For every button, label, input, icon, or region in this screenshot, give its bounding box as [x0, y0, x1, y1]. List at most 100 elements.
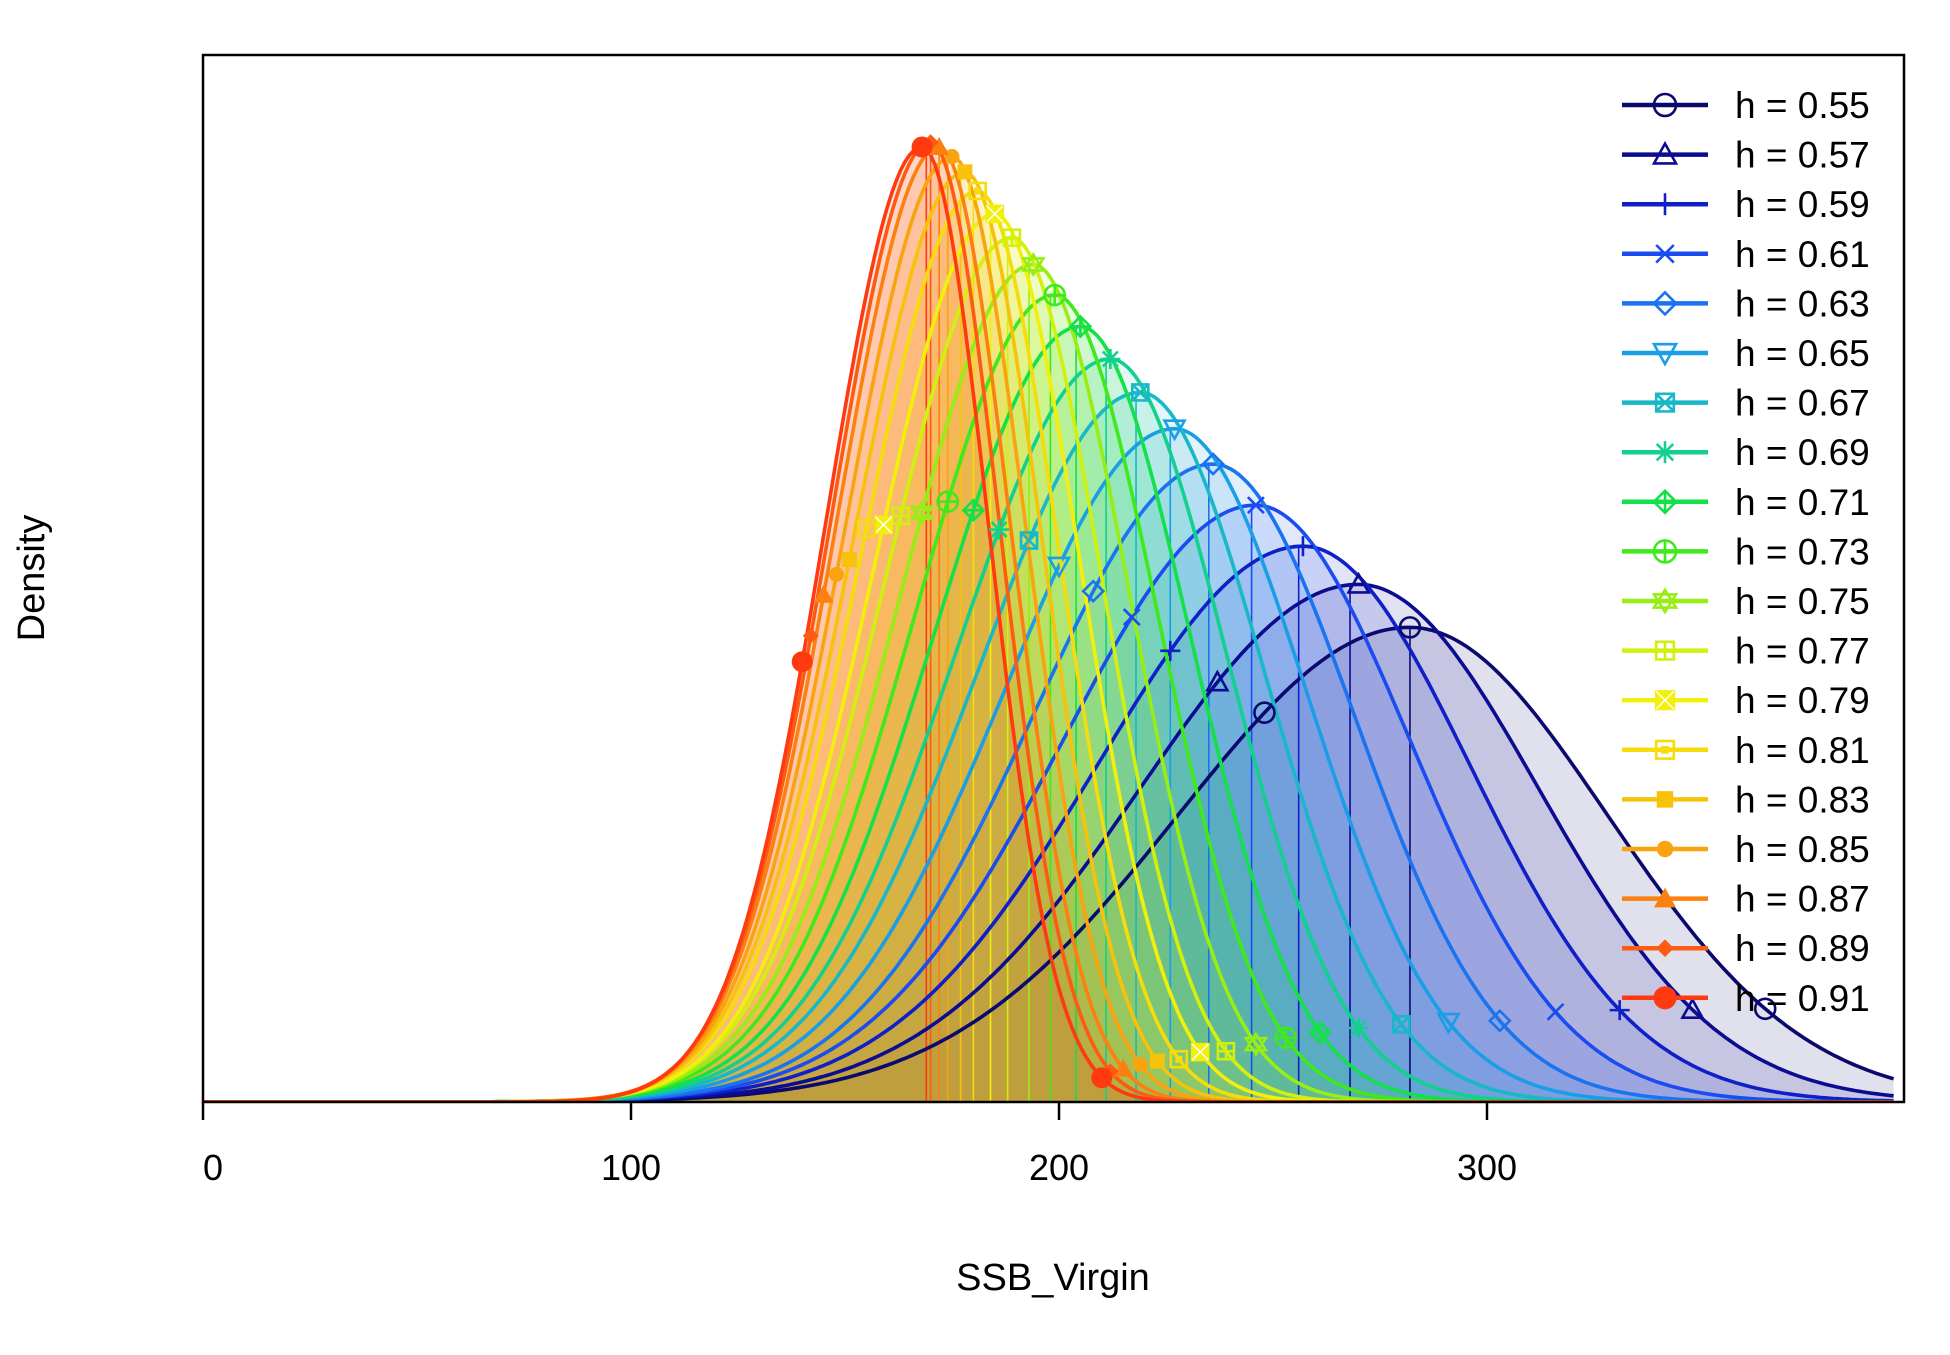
- legend-item-h-0-63: h = 0.63: [1622, 283, 1870, 324]
- legend-label-h-0-89: h = 0.89: [1735, 928, 1870, 969]
- legend-label-h-0-83: h = 0.83: [1735, 779, 1870, 820]
- legend-symbol-h-0-69: [1654, 441, 1676, 464]
- legend-item-h-0-79: h = 0.79: [1622, 680, 1870, 721]
- legend-symbol-h-0-73: [1652, 539, 1678, 564]
- x-axis: 0 100 200 300: [201, 1102, 1517, 1188]
- marker-h-0-69-q-high: [1348, 1018, 1369, 1039]
- marker-h-0-63-q-low: [1081, 579, 1106, 604]
- marker-h-0-89-q-low: [802, 627, 819, 644]
- marker-h-0-91-q-high: [1091, 1067, 1113, 1089]
- fill-h-0-67: [203, 392, 1894, 1102]
- legend-item-h-0-65: h = 0.65: [1622, 333, 1870, 374]
- marker-h-0-69-mode: [1100, 349, 1121, 370]
- legend-label-h-0-85: h = 0.85: [1735, 829, 1870, 870]
- marker-h-0-81-q-low: [857, 519, 876, 539]
- legend-label-h-0-91: h = 0.91: [1735, 978, 1870, 1019]
- legend-label-h-0-73: h = 0.73: [1735, 531, 1870, 572]
- marker-h-0-85-q-low: [828, 566, 844, 582]
- marker-h-0-61-q-low: [1122, 608, 1141, 626]
- fill-h-0-89: [203, 142, 1894, 1102]
- legend-item-h-0-71: h = 0.71: [1622, 482, 1870, 523]
- legend-item-h-0-57: h = 0.57: [1622, 135, 1870, 176]
- marker-h-0-87-q-low: [813, 584, 834, 603]
- legend-symbol-h-0-75: [1651, 587, 1679, 615]
- marker-h-0-67-q-high: [1392, 1015, 1411, 1034]
- marker-h-0-71-q-high: [1308, 1020, 1332, 1045]
- legend-symbol-h-0-77: [1654, 640, 1676, 661]
- marker-h-0-65-mode: [1162, 419, 1187, 442]
- marker-h-0-91-mode: [911, 136, 933, 158]
- legend-symbol-h-0-55: [1652, 92, 1678, 118]
- legend-item-h-0-75: h = 0.75: [1622, 581, 1870, 622]
- legend-item-h-0-59: h = 0.59: [1622, 184, 1870, 225]
- marker-h-0-85-mode: [944, 149, 960, 165]
- marker-h-0-55-q-low: [1253, 701, 1276, 725]
- plot-frame: [201, 53, 1906, 1104]
- curve-h-0-91: [203, 145, 1894, 1102]
- marker-h-0-71-mode: [1068, 314, 1093, 339]
- legend-symbol-h-0-65: [1651, 342, 1679, 367]
- marker-h-0-81-mode: [968, 181, 987, 201]
- marker-h-0-59-mode: [1292, 536, 1313, 557]
- legend-label-h-0-67: h = 0.67: [1735, 383, 1870, 424]
- x-axis-label: SSB_Virgin: [956, 1257, 1150, 1299]
- legend-symbol-h-0-71: [1652, 488, 1678, 515]
- marker-h-0-57-mode: [1346, 571, 1371, 594]
- legend-item-h-0-69: h = 0.69: [1622, 432, 1870, 473]
- legend-label-h-0-59: h = 0.59: [1735, 184, 1870, 225]
- fill-h-0-63: [203, 464, 1894, 1102]
- marker-h-0-73-q-low: [936, 490, 960, 513]
- x-tick-label-300: 300: [1457, 1147, 1517, 1188]
- marker-h-0-87-mode: [929, 137, 950, 155]
- legend-symbol-h-0-85: [1656, 840, 1674, 858]
- marker-h-0-77-mode: [1002, 228, 1022, 248]
- legend-item-h-0-83: h = 0.83: [1622, 779, 1870, 820]
- legend-symbol-h-0-59: [1654, 193, 1676, 216]
- marker-h-0-83-q-low: [841, 552, 857, 568]
- marker-h-0-83-mode: [957, 164, 973, 180]
- marker-h-0-91-q-low: [791, 651, 813, 673]
- legend-symbol-h-0-67: [1654, 392, 1676, 413]
- legend-item-h-0-85: h = 0.85: [1622, 829, 1870, 870]
- marker-h-0-73-mode: [1043, 283, 1067, 307]
- legend-item-h-0-55: h = 0.55: [1622, 85, 1870, 126]
- legend-item-h-0-87: h = 0.87: [1622, 879, 1870, 920]
- legend-item-h-0-91: h = 0.91: [1622, 978, 1870, 1019]
- legend-label-h-0-63: h = 0.63: [1735, 283, 1870, 324]
- legend-item-h-0-67: h = 0.67: [1622, 383, 1870, 424]
- legend-label-h-0-87: h = 0.87: [1735, 879, 1870, 920]
- fill-h-0-71: [203, 326, 1894, 1102]
- legend-symbol-h-0-79: [1654, 690, 1676, 711]
- marker-h-0-79-q-low: [874, 515, 893, 535]
- legend-label-h-0-65: h = 0.65: [1735, 333, 1870, 374]
- marker-h-0-59-q-high: [1609, 1000, 1630, 1021]
- marker-h-0-63-mode: [1201, 452, 1225, 476]
- marker-h-0-65-q-low: [1046, 556, 1072, 579]
- marker-h-0-73-q-high: [1274, 1026, 1298, 1050]
- legend: h = 0.55 h = 0.57 h = 0.59 h = 0.61 h = 0.63…: [1622, 85, 1870, 1019]
- marker-h-0-81-q-high: [1169, 1049, 1189, 1069]
- marker-h-0-75-mode: [1020, 252, 1046, 277]
- marker-h-0-65-q-high: [1436, 1012, 1461, 1035]
- marker-h-0-87-q-high: [1113, 1058, 1134, 1077]
- curve-h-0-89: [203, 140, 1894, 1102]
- legend-label-h-0-81: h = 0.81: [1735, 730, 1870, 771]
- marker-h-0-79-q-high: [1190, 1042, 1210, 1062]
- marker-h-0-79-mode: [985, 204, 1005, 224]
- marker-h-0-55-mode: [1398, 616, 1422, 639]
- fill-h-0-81: [203, 190, 1894, 1102]
- marker-h-0-59-q-low: [1160, 640, 1181, 661]
- legend-item-h-0-81: h = 0.81: [1622, 730, 1870, 771]
- legend-label-h-0-77: h = 0.77: [1735, 631, 1870, 672]
- x-tick-label-200: 200: [1029, 1147, 1089, 1188]
- marker-h-0-75-q-high: [1243, 1031, 1269, 1057]
- legend-label-h-0-71: h = 0.71: [1735, 482, 1870, 523]
- marker-h-0-69-q-low: [989, 519, 1010, 540]
- legend-symbol-h-0-91: [1653, 986, 1677, 1010]
- marker-h-0-61-q-high: [1546, 1002, 1565, 1021]
- legend-symbol-h-0-57: [1651, 140, 1679, 165]
- y-axis-label: Density: [11, 515, 53, 642]
- marker-h-0-75-q-low: [909, 500, 935, 526]
- legend-label-h-0-75: h = 0.75: [1735, 581, 1870, 622]
